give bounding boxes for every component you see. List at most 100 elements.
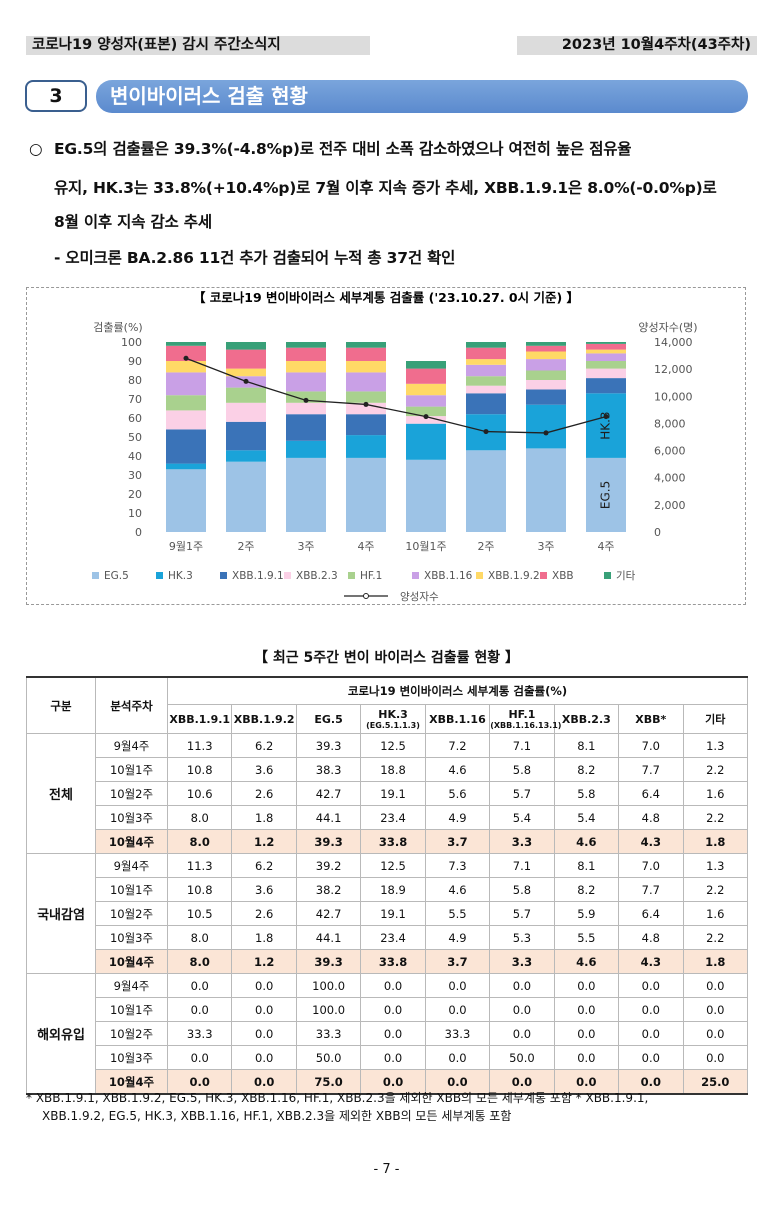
table-row: 10월4주 8.0 1.2 39.3 33.8 3.7 3.3 4.6 4.3 1.8: [27, 949, 748, 974]
col-header-label: HK.3: [378, 708, 408, 721]
chart-frame: [26, 287, 746, 605]
bar-segment: [526, 342, 566, 346]
footnote-line-2: XBB.1.9.2, EG.5, HK.3, XBB.1.16, HF.1, X…: [42, 1109, 512, 1123]
value-cell: 12.5: [360, 853, 426, 878]
bar-segment: [406, 368, 446, 384]
legend-swatch: [540, 572, 547, 579]
bar-segment: [346, 347, 386, 361]
bar-segment: [346, 435, 386, 458]
value-cell: 0.0: [553, 997, 620, 1022]
y2-tick-label: 4,000: [654, 472, 686, 485]
value-cell: 4.9: [424, 805, 491, 830]
x-tick-label: 2주: [477, 540, 494, 553]
value-cell: 8.1: [553, 853, 620, 878]
value-cell: 100.0: [295, 973, 362, 998]
legend-swatch: [156, 572, 163, 579]
value-cell: 0.0: [682, 1045, 748, 1070]
value-cell: 19.1: [360, 901, 426, 926]
summary-line-2: 유지, HK.3는 33.8%(+10.4%p)로 7월 이후 지속 증가 추세…: [54, 179, 717, 197]
col-group-header: 구분: [26, 676, 96, 734]
bar-segment: [526, 345, 566, 352]
bar-segment: [526, 380, 566, 390]
y-tick-label: 20: [128, 488, 142, 501]
bar-segment: [466, 359, 506, 365]
legend-label: XBB.1.9.1: [232, 570, 284, 582]
bar-segment: [166, 429, 206, 464]
value-cell: 0.0: [682, 1021, 748, 1046]
value-cell: 18.9: [360, 877, 426, 902]
value-cell: 42.7: [295, 781, 362, 806]
bar-segment: [586, 378, 626, 394]
value-cell: 0.0: [489, 1021, 555, 1046]
variant-chart: 【 코로나19 변이바이러스 세부계통 검출률 ('23.10.27. 0시 기…: [92, 290, 698, 603]
y-tick-label: 40: [128, 450, 142, 463]
positives-point: [543, 430, 549, 436]
bar-segment: [586, 342, 626, 344]
table-title: 【 최근 5주간 변이 바이러스 검출률 현황 】: [253, 650, 520, 666]
value-cell: 8.2: [553, 877, 620, 902]
value-cell: 8.2: [553, 757, 620, 782]
value-cell: 1.8: [682, 829, 748, 854]
bar-segment: [406, 361, 446, 369]
bar-segment: [526, 404, 566, 449]
y-tick-label: 70: [128, 393, 142, 406]
bar-segment: [286, 361, 326, 373]
y-tick-label: 90: [128, 355, 142, 368]
x-tick-label: 4주: [357, 540, 374, 553]
week-cell: 10월3주: [95, 925, 168, 950]
bar-segment: [286, 440, 326, 458]
value-cell: 8.1: [553, 733, 620, 758]
value-cell: 23.4: [360, 805, 426, 830]
bar-segment: [166, 410, 206, 430]
week-cell: 10월4주: [95, 829, 168, 854]
value-cell: 5.5: [424, 901, 491, 926]
value-cell: 7.2: [424, 733, 491, 758]
value-cell: 1.8: [682, 949, 748, 974]
footnote-line-1: * XBB.1.9.1, XBB.1.9.2, EG.5, HK.3, XBB.…: [26, 1091, 649, 1105]
bar-segment: [286, 391, 326, 403]
value-cell: 3.6: [231, 757, 297, 782]
value-cell: 8.0: [166, 949, 233, 974]
bar-segment: [286, 402, 326, 415]
table-row: 10월2주 10.6 2.6 42.7 19.1 5.6 5.7 5.8 6.4 1.6: [27, 781, 748, 806]
value-cell: 0.0: [360, 997, 426, 1022]
table-row: 10월3주 8.0 1.8 44.1 23.4 4.9 5.4 5.4 4.8 2.2: [27, 805, 748, 830]
col-header-label: XBB*: [635, 712, 667, 726]
value-cell: 7.3: [424, 853, 491, 878]
bullet-icon: ○: [29, 140, 43, 158]
week-cell: 10월2주: [95, 781, 168, 806]
week-cell: 10월3주: [95, 805, 168, 830]
value-cell: 33.3: [166, 1021, 233, 1046]
legend-label: EG.5: [104, 570, 129, 582]
col-header: XBB.1.9.1: [166, 704, 233, 734]
value-cell: 5.9: [553, 901, 620, 926]
x-tick-label: 4주: [597, 540, 614, 553]
legend-label: 기타: [616, 570, 636, 582]
value-cell: 3.7: [424, 829, 491, 854]
value-cell: 10.8: [166, 757, 233, 782]
group-label: 해외유입: [26, 973, 96, 1095]
bar-segment: [226, 402, 266, 422]
y-tick-label: 60: [128, 412, 142, 425]
table-row: 10월4주 8.0 1.2 39.3 33.8 3.7 3.3 4.6 4.3 1.8: [27, 829, 748, 854]
y-axis-label: 검출률(%): [93, 321, 142, 334]
bar-segment: [346, 414, 386, 436]
x-tick-label: 9월1주: [169, 540, 203, 553]
bar-segment: [406, 459, 446, 532]
bar-segment: [166, 463, 206, 470]
value-cell: 75.0: [295, 1069, 362, 1095]
value-cell: 4.8: [618, 805, 684, 830]
bar-segment: [286, 372, 326, 392]
legend-label: XBB.1.16: [424, 570, 473, 582]
bar-segment: [166, 345, 206, 361]
value-cell: 33.3: [295, 1021, 362, 1046]
value-cell: 33.8: [360, 829, 426, 854]
value-cell: 1.3: [682, 853, 748, 878]
bar-segment: [586, 393, 626, 458]
bar-segment: [226, 450, 266, 462]
positives-point: [423, 414, 429, 420]
bar-segment: [466, 342, 506, 348]
value-cell: 33.8: [360, 949, 426, 974]
value-cell: 3.3: [489, 949, 555, 974]
value-cell: 6.4: [618, 781, 684, 806]
